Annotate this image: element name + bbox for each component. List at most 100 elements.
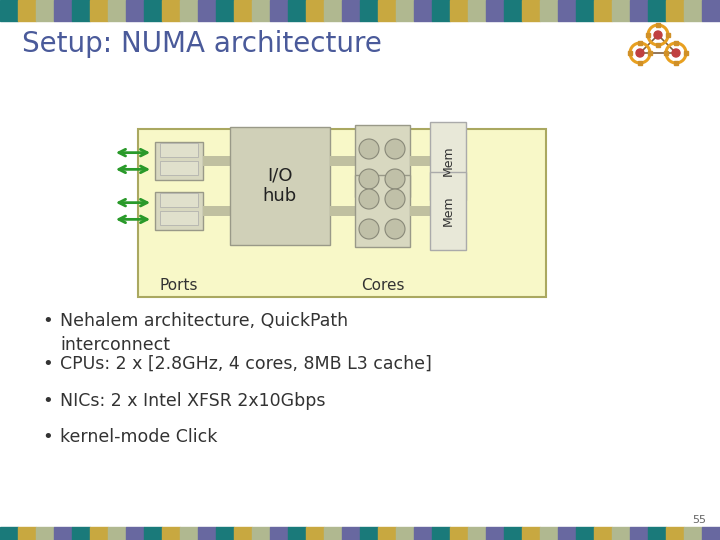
Circle shape [359,139,379,159]
Bar [486,0,504,21]
Bar [155,142,203,180]
Bar [450,527,468,540]
Bar [180,527,198,540]
Bar [324,527,342,540]
Bar [198,0,216,21]
Bar [360,527,378,540]
Bar [666,527,684,540]
Bar [36,0,54,21]
Bar [90,0,108,21]
Bar [410,206,430,216]
Bar [656,23,660,27]
Bar [594,527,612,540]
Circle shape [636,49,644,57]
Bar [162,0,180,21]
Bar [270,527,288,540]
Bar [648,51,652,55]
Bar [540,0,558,21]
Circle shape [654,31,662,39]
Bar [674,41,678,45]
Bar [18,527,36,540]
Bar [162,527,180,540]
Bar [36,527,54,540]
Text: I/O
hub: I/O hub [263,167,297,205]
Bar [522,527,540,540]
Bar [288,527,306,540]
Text: Cores: Cores [361,278,404,293]
Bar [666,0,684,21]
Bar [432,527,450,540]
Bar [72,527,90,540]
Bar [430,172,466,250]
Bar [126,0,144,21]
Bar [594,0,612,21]
Bar [144,527,162,540]
Bar [684,0,702,21]
Bar [270,0,288,21]
Bar [638,41,642,45]
Bar [396,527,414,540]
Bar [702,0,720,21]
Bar [216,527,234,540]
Bar [664,51,668,55]
Bar [684,527,702,540]
Bar [216,0,234,21]
Bar [252,0,270,21]
Bar [576,527,594,540]
Bar [648,527,666,540]
Bar [234,527,252,540]
Bar [410,156,430,166]
Bar [612,527,630,540]
Text: Nehalem architecture, QuickPath
interconnect: Nehalem architecture, QuickPath intercon… [60,312,348,354]
Bar [576,0,594,21]
Bar [160,193,198,207]
Circle shape [385,189,405,209]
Bar [702,527,720,540]
Bar [648,0,666,21]
Bar [656,43,660,47]
Bar [160,211,198,225]
Text: Mem: Mem [441,146,454,177]
Bar [378,0,396,21]
Bar [468,0,486,21]
Bar [324,0,342,21]
Bar [630,527,648,540]
Bar [342,0,360,21]
Bar [18,0,36,21]
Bar [342,527,360,540]
Circle shape [359,189,379,209]
Bar [396,0,414,21]
Bar [450,0,468,21]
Circle shape [672,49,680,57]
Bar [54,527,72,540]
Bar [360,0,378,21]
Bar [414,527,432,540]
Bar [504,527,522,540]
Bar [203,156,230,166]
Circle shape [385,219,405,239]
Bar [558,0,576,21]
Bar [126,527,144,540]
Bar [522,0,540,21]
Text: Ports: Ports [160,278,198,293]
Bar [180,0,198,21]
Bar [486,527,504,540]
Bar [252,527,270,540]
Bar [468,527,486,540]
Bar [330,206,355,216]
Bar [330,156,355,166]
Text: •: • [42,428,53,446]
Text: •: • [42,312,53,330]
Bar [504,0,522,21]
Bar [558,527,576,540]
Bar [684,51,688,55]
Bar [138,129,546,297]
Bar [355,175,410,247]
Bar [160,161,198,176]
Bar [288,0,306,21]
Bar [0,0,18,21]
Bar [90,527,108,540]
Bar [203,206,230,216]
Bar [230,127,330,245]
Bar [630,0,648,21]
